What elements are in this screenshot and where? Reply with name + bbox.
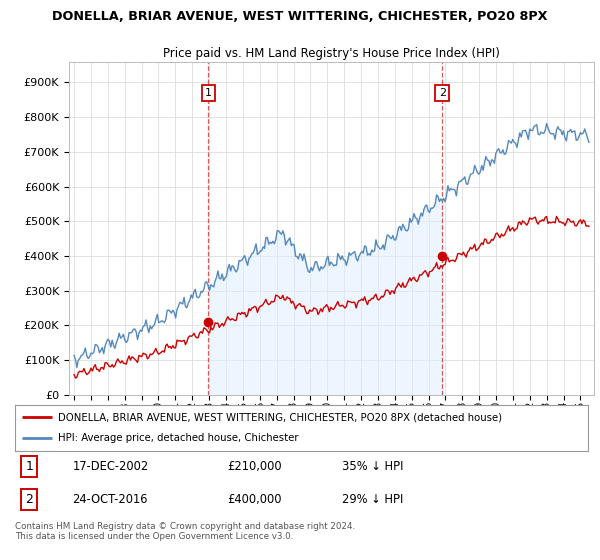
Text: 1: 1 bbox=[25, 460, 33, 473]
Text: 2: 2 bbox=[439, 88, 446, 98]
Text: 1: 1 bbox=[205, 88, 212, 98]
Text: 17-DEC-2002: 17-DEC-2002 bbox=[73, 460, 149, 473]
Text: HPI: Average price, detached house, Chichester: HPI: Average price, detached house, Chic… bbox=[58, 433, 298, 444]
Title: Price paid vs. HM Land Registry's House Price Index (HPI): Price paid vs. HM Land Registry's House … bbox=[163, 48, 500, 60]
Text: £400,000: £400,000 bbox=[227, 493, 281, 506]
Text: 35% ↓ HPI: 35% ↓ HPI bbox=[341, 460, 403, 473]
Text: 2: 2 bbox=[25, 493, 33, 506]
Text: DONELLA, BRIAR AVENUE, WEST WITTERING, CHICHESTER, PO20 8PX (detached house): DONELLA, BRIAR AVENUE, WEST WITTERING, C… bbox=[58, 412, 502, 422]
Text: £210,000: £210,000 bbox=[227, 460, 281, 473]
Text: DONELLA, BRIAR AVENUE, WEST WITTERING, CHICHESTER, PO20 8PX: DONELLA, BRIAR AVENUE, WEST WITTERING, C… bbox=[52, 10, 548, 23]
Text: Contains HM Land Registry data © Crown copyright and database right 2024.
This d: Contains HM Land Registry data © Crown c… bbox=[15, 522, 355, 542]
Text: 29% ↓ HPI: 29% ↓ HPI bbox=[341, 493, 403, 506]
Text: 24-OCT-2016: 24-OCT-2016 bbox=[73, 493, 148, 506]
